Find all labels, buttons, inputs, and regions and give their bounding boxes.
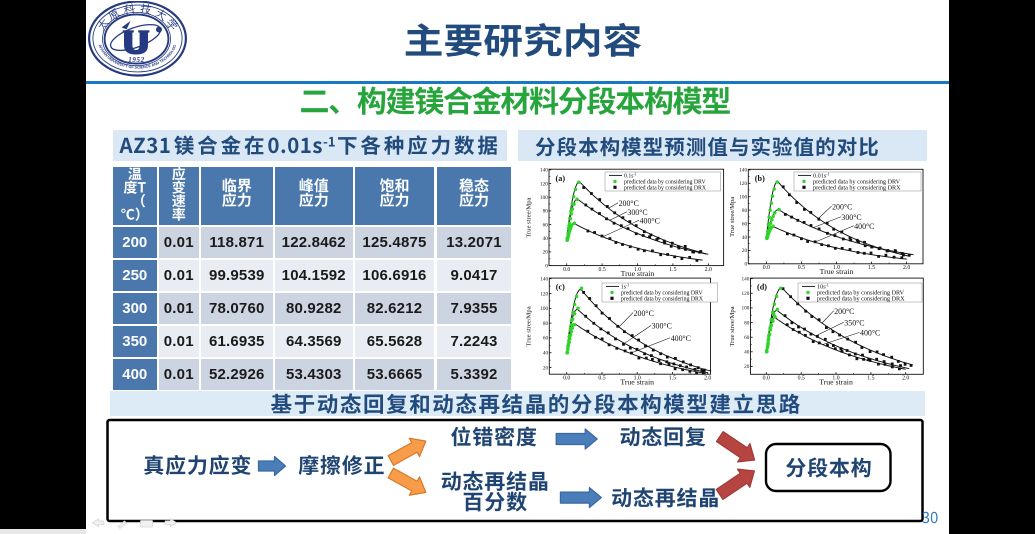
svg-text:80: 80 [543,321,549,327]
svg-text:2.0: 2.0 [705,267,712,273]
svg-text:20: 20 [543,365,549,371]
svg-text:True stree/Mpa: True stree/Mpa [729,306,736,346]
svg-text:10s-1: 10s-1 [817,283,829,290]
svg-text:0.0: 0.0 [763,265,770,271]
svg-text:140: 140 [742,277,750,283]
svg-text:40: 40 [543,351,549,357]
svg-text:0.5: 0.5 [598,267,605,273]
svg-text:80: 80 [543,209,549,215]
svg-text:0: 0 [745,262,748,268]
svg-text:predicted data by considering: predicted data by considering DRX [817,296,905,303]
svg-text:0.5: 0.5 [798,265,805,271]
svg-text:(a): (a) [556,174,566,183]
svg-text:200°C: 200°C [834,307,854,316]
svg-text:120: 120 [540,291,548,297]
svg-text:350°C: 350°C [844,319,864,328]
svg-text:True strain: True strain [620,377,654,386]
svg-text:predicted data by considering: predicted data by considering DRX [621,297,704,303]
svg-text:300°C: 300°C [627,208,647,217]
svg-text:400°C: 400°C [640,216,660,225]
svg-text:60: 60 [744,335,750,341]
svg-text:0.01s-1: 0.01s-1 [813,172,830,179]
svg-text:True strain: True strain [820,267,854,276]
svg-text:predicted data by considering: predicted data by considering DRV [624,180,706,186]
svg-text:100: 100 [739,195,747,201]
svg-text:120: 120 [742,291,750,297]
svg-text:400°C: 400°C [854,222,874,231]
svg-text:40: 40 [742,235,748,241]
svg-text:100: 100 [540,306,548,312]
svg-text:1.5: 1.5 [868,265,875,271]
svg-text:1.0: 1.0 [634,267,641,273]
svg-text:80: 80 [744,320,750,326]
svg-text:20: 20 [543,250,549,256]
svg-text:True strain: True strain [819,378,853,387]
svg-text:0.0: 0.0 [563,376,570,382]
svg-text:300°C: 300°C [841,213,861,222]
svg-text:1952: 1952 [128,56,144,64]
svg-text:predicted data by considering: predicted data by considering DRV [621,291,703,297]
svg-text:(b): (b) [755,174,765,183]
svg-text:predicted data by considering: predicted data by considering DRX [813,185,901,192]
svg-text:0.0: 0.0 [763,376,770,382]
svg-text:200°C: 200°C [832,202,852,211]
svg-text:100: 100 [540,195,548,201]
svg-text:(d): (d) [757,283,767,292]
svg-text:2.0: 2.0 [902,376,909,382]
svg-text:60: 60 [742,221,748,227]
svg-text:predicted data by considering: predicted data by considering DRX [624,186,707,192]
svg-text:120: 120 [739,181,747,187]
svg-text:1s-1: 1s-1 [621,283,629,290]
svg-text:1.5: 1.5 [669,267,676,273]
svg-text:1.0: 1.0 [833,265,840,271]
svg-text:True stree/Mpa: True stree/Mpa [729,197,736,237]
svg-text:60: 60 [543,336,549,342]
svg-text:0: 0 [545,263,548,269]
svg-text:0.0: 0.0 [563,267,570,273]
svg-text:400°C: 400°C [671,334,691,343]
svg-text:140: 140 [540,168,548,174]
svg-text:140: 140 [739,168,747,174]
svg-text:60: 60 [543,222,549,228]
svg-text:40: 40 [543,236,549,242]
svg-text:1.5: 1.5 [867,376,874,382]
svg-text:1.5: 1.5 [669,376,676,382]
svg-text:40: 40 [744,350,750,356]
svg-text:400°C: 400°C [860,329,880,338]
svg-text:200°C: 200°C [634,309,654,318]
svg-text:True strain: True strain [621,269,655,278]
svg-text:predicted data by considering: predicted data by considering DRV [813,179,901,186]
svg-text:0.1s-1: 0.1s-1 [624,172,637,179]
svg-text:0.5: 0.5 [598,376,605,382]
svg-text:100: 100 [742,306,750,312]
svg-text:2.0: 2.0 [903,265,910,271]
svg-text:predicted data by considering: predicted data by considering DRV [817,290,905,297]
svg-text:True stree/Mpa: True stree/Mpa [526,306,533,346]
svg-text:80: 80 [742,208,748,214]
svg-text:20: 20 [742,248,748,254]
svg-text:120: 120 [540,181,548,187]
svg-text:300°C: 300°C [652,322,672,331]
svg-text:2.0: 2.0 [704,376,711,382]
svg-text:1.0: 1.0 [832,376,839,382]
svg-text:20: 20 [744,364,750,370]
svg-text:True stree/Mpa: True stree/Mpa [526,198,533,238]
svg-text:(c): (c) [556,283,565,292]
svg-text:1.0: 1.0 [634,376,641,382]
svg-text:0.5: 0.5 [798,376,805,382]
svg-text:140: 140 [540,277,548,283]
svg-text:200°C: 200°C [619,199,639,208]
